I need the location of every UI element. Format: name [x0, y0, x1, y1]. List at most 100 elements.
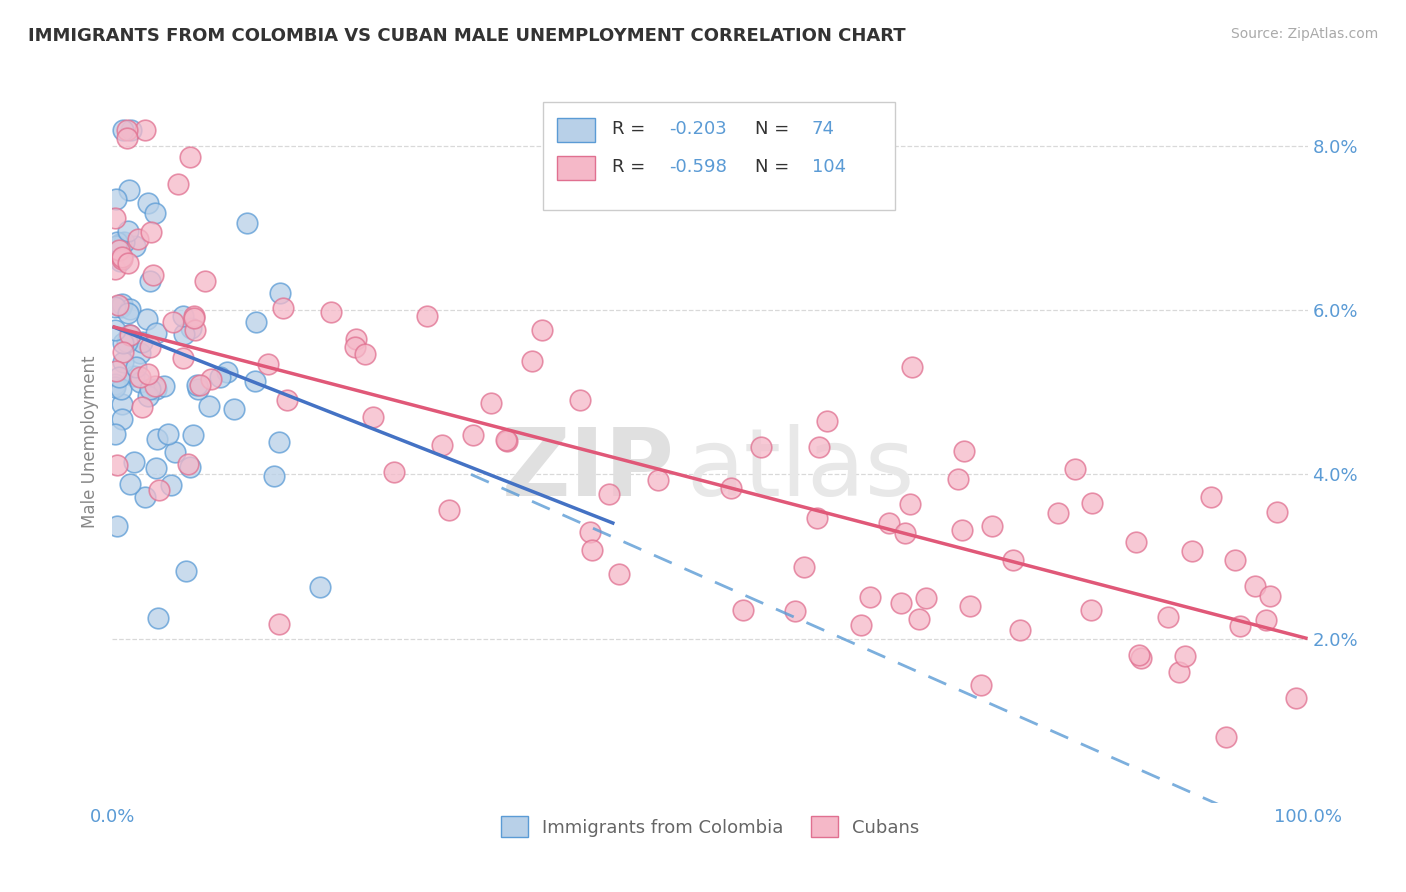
Point — [859, 590, 882, 604]
Point — [117, 131, 139, 145]
Text: 104: 104 — [811, 158, 846, 176]
Point — [110, 382, 132, 396]
Point — [138, 367, 160, 381]
Text: atlas: atlas — [686, 425, 914, 516]
Point — [1128, 648, 1150, 662]
Point — [165, 445, 187, 459]
Point — [129, 376, 152, 390]
Point — [1265, 505, 1288, 519]
Point — [578, 524, 600, 539]
Point — [256, 358, 278, 372]
Point — [1157, 609, 1180, 624]
Point — [107, 298, 129, 312]
Point — [136, 195, 159, 210]
Point — [143, 378, 166, 392]
Point — [1285, 690, 1308, 705]
Point — [118, 327, 141, 342]
Text: N =: N = — [755, 158, 796, 176]
Point — [495, 434, 517, 448]
Point — [179, 460, 201, 475]
Point — [173, 327, 195, 342]
Point — [118, 183, 141, 197]
Point — [115, 335, 138, 350]
Point — [224, 402, 246, 417]
Point — [530, 323, 553, 337]
Point — [1002, 553, 1025, 567]
Point — [104, 364, 127, 378]
Text: R =: R = — [612, 158, 651, 176]
Text: ZIP: ZIP — [502, 425, 675, 516]
Point — [720, 481, 742, 495]
Point — [131, 334, 153, 349]
Point — [117, 122, 139, 136]
Point — [1063, 462, 1085, 476]
Point — [111, 252, 134, 267]
Point — [104, 211, 127, 225]
Point — [793, 559, 815, 574]
Point — [120, 477, 142, 491]
Point — [243, 374, 266, 388]
Point — [952, 523, 974, 537]
Point — [111, 412, 134, 426]
Point — [914, 591, 936, 606]
Point — [172, 309, 194, 323]
Y-axis label: Male Unemployment: Male Unemployment — [80, 355, 98, 528]
Point — [128, 369, 150, 384]
Text: -0.598: -0.598 — [669, 158, 727, 176]
Point — [183, 311, 205, 326]
Point — [970, 678, 993, 692]
Point — [959, 599, 981, 614]
Point — [235, 216, 257, 230]
Point — [1199, 490, 1222, 504]
Point — [111, 250, 134, 264]
Point — [1256, 613, 1278, 627]
Point — [145, 326, 167, 341]
Point — [145, 461, 167, 475]
Point — [179, 150, 201, 164]
Point — [1229, 619, 1251, 633]
Point — [146, 432, 169, 446]
Point — [271, 301, 294, 315]
Point — [110, 236, 132, 251]
Point — [145, 206, 167, 220]
Point — [112, 345, 135, 359]
Point — [894, 526, 917, 541]
Point — [308, 580, 330, 594]
Text: IMMIGRANTS FROM COLOMBIA VS CUBAN MALE UNEMPLOYMENT CORRELATION CHART: IMMIGRANTS FROM COLOMBIA VS CUBAN MALE U… — [28, 27, 905, 45]
Point — [118, 327, 141, 342]
Point — [104, 376, 127, 391]
Point — [1008, 623, 1031, 637]
Point — [607, 566, 630, 581]
Point — [890, 596, 912, 610]
Point — [276, 392, 298, 407]
Point — [124, 369, 146, 384]
Point — [112, 355, 135, 369]
Point — [108, 243, 131, 257]
Point — [343, 340, 366, 354]
Text: R =: R = — [612, 120, 651, 137]
Point — [217, 365, 239, 379]
Point — [416, 309, 439, 323]
Point — [104, 323, 127, 337]
Point — [463, 428, 485, 442]
Text: -0.203: -0.203 — [669, 120, 727, 137]
Point — [104, 261, 127, 276]
Bar — [557, 156, 595, 180]
Point — [146, 611, 169, 625]
Point — [148, 483, 170, 497]
Point — [1215, 730, 1237, 744]
Point — [1081, 495, 1104, 509]
Point — [108, 253, 131, 268]
Point — [124, 238, 146, 252]
Point — [1168, 665, 1191, 680]
Point — [134, 490, 156, 504]
Point — [353, 346, 375, 360]
Point — [141, 225, 163, 239]
Point — [160, 478, 183, 492]
Point — [808, 441, 831, 455]
Point — [269, 286, 291, 301]
Text: N =: N = — [755, 120, 796, 137]
Legend: Immigrants from Colombia, Cubans: Immigrants from Colombia, Cubans — [494, 809, 927, 845]
Point — [162, 316, 184, 330]
Point — [107, 369, 129, 384]
